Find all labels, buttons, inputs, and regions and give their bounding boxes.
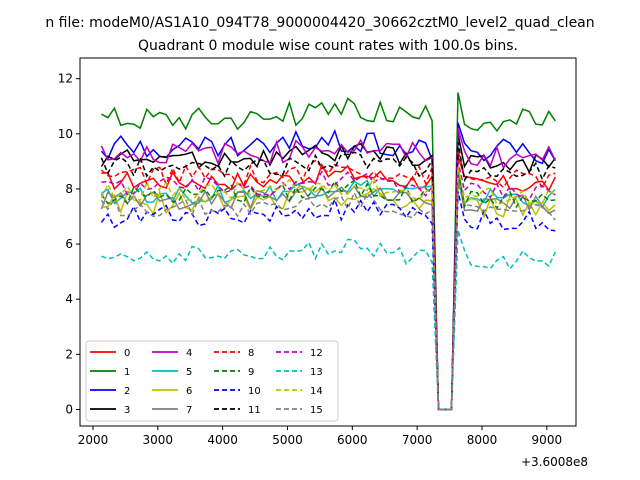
series-line-7 <box>100 175 556 411</box>
legend-label-7: 7 <box>186 405 192 416</box>
legend-label-3: 3 <box>124 405 130 416</box>
legend-label-5: 5 <box>186 367 192 378</box>
legend-label-2: 2 <box>124 386 130 397</box>
series-line-12 <box>101 161 556 411</box>
x-tick-label: 8000 <box>467 433 498 447</box>
legend-label-9: 9 <box>248 367 254 378</box>
x-tick-label: 2000 <box>78 433 109 447</box>
legend-label-10: 10 <box>248 386 261 397</box>
y-tick-label: 12 <box>58 72 73 86</box>
legend-label-11: 11 <box>248 405 261 416</box>
series-layer <box>100 92 556 411</box>
series-line-13 <box>101 230 556 411</box>
y-tick-label: 8 <box>65 182 73 196</box>
series-line-9 <box>100 169 556 411</box>
x-tick-label: 4000 <box>207 433 238 447</box>
y-tick-label: 2 <box>65 347 73 361</box>
figure-suptitle: n file: modeM0/AS1A10_094T78_9000004420_… <box>45 15 594 31</box>
legend-label-0: 0 <box>124 348 130 359</box>
series-line-15 <box>100 183 556 411</box>
series-line-11 <box>100 141 556 411</box>
legend-label-1: 1 <box>124 367 130 378</box>
x-tick-label: 5000 <box>272 433 303 447</box>
plot-frame <box>79 57 577 427</box>
series-line-8 <box>100 150 556 411</box>
x-tick-label: 7000 <box>402 433 433 447</box>
axis-layer: 2000 3000 4000 5000 6000 7000 8000 900002468101… <box>58 72 562 447</box>
chart-title: Quadrant 0 module wise count rates with … <box>138 38 518 54</box>
x-tick-label: 3000 <box>143 433 174 447</box>
legend-label-8: 8 <box>248 348 254 359</box>
legend-label-4: 4 <box>186 348 192 359</box>
legend-label-13: 13 <box>310 367 323 378</box>
y-tick-label: 10 <box>58 127 73 141</box>
legend-label-12: 12 <box>310 348 323 359</box>
legend-box <box>85 340 339 422</box>
series-line-4 <box>100 128 556 411</box>
y-tick-label: 6 <box>65 237 73 251</box>
series-line-14 <box>100 166 556 411</box>
series-line-1 <box>101 92 556 411</box>
y-tick-label: 4 <box>65 292 73 306</box>
legend-label-15: 15 <box>310 405 323 416</box>
x-offset-label: +3.6008e8 <box>521 455 588 469</box>
series-line-3 <box>100 133 556 411</box>
legend-label-14: 14 <box>310 386 323 397</box>
legend-label-6: 6 <box>186 386 192 397</box>
x-tick-label: 6000 <box>337 433 368 447</box>
series-line-10 <box>100 191 556 411</box>
y-tick-label: 0 <box>65 402 73 416</box>
x-tick-label: 9000 <box>532 433 563 447</box>
